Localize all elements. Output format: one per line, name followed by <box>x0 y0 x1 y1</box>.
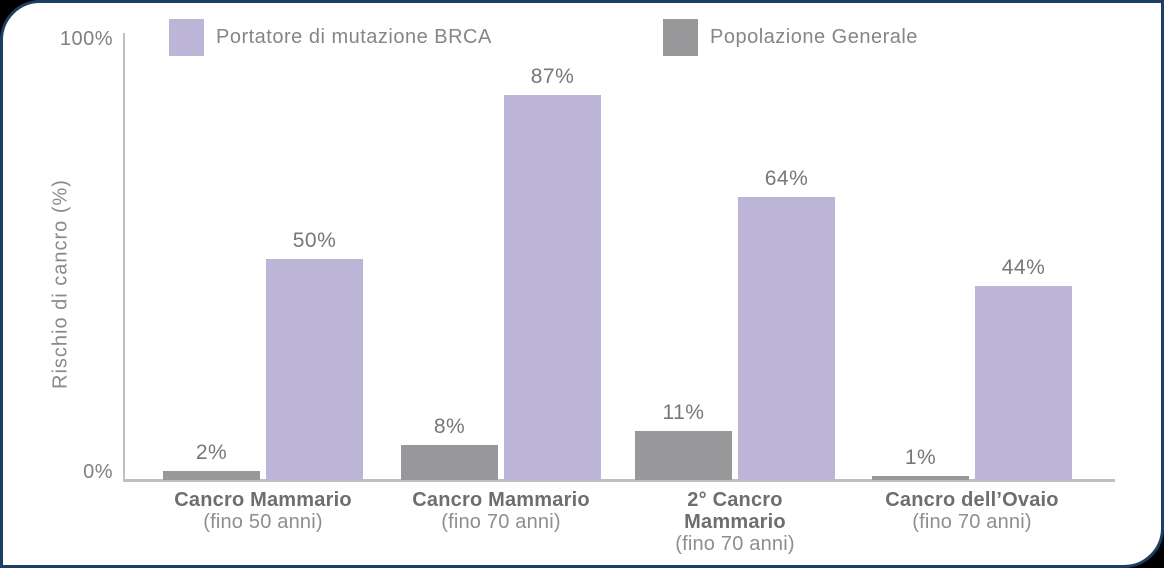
category-qualifier: (fino 70 anni) <box>441 511 561 533</box>
bars-layer: 2% 50% Cancro Mammario (fino 50 anni) 8% 87% C… <box>3 3 1161 565</box>
value-label: 50% <box>292 229 337 252</box>
value-label: 64% <box>764 167 809 190</box>
value-label: 11% <box>662 401 705 424</box>
category-name-line: Cancro Mammario <box>412 489 590 511</box>
value-label: 8% <box>433 415 466 438</box>
value-label: 44% <box>1001 256 1046 279</box>
category-qualifier: (fino 50 anni) <box>203 511 323 533</box>
category-qualifier: (fino 70 anni) <box>675 533 795 555</box>
category-name-line: Cancro Mammario <box>174 489 352 511</box>
value-label: 1% <box>904 446 937 469</box>
value-label: 2% <box>195 441 228 464</box>
legend-label: Popolazione Generale <box>710 25 918 48</box>
x-axis-line <box>123 479 1115 482</box>
category-name-line: 2° Cancro <box>687 489 783 511</box>
legend: Portatore di mutazione BRCA Popolazione G… <box>3 3 1161 58</box>
bar <box>266 259 363 480</box>
category-qualifier: (fino 70 anni) <box>912 511 1032 533</box>
legend-swatch <box>663 18 698 56</box>
bar <box>975 286 1072 480</box>
bar <box>401 445 498 480</box>
category-label: Cancro Mammario (fino 70 anni) <box>376 489 626 533</box>
bar <box>872 476 969 480</box>
legend-swatch <box>169 18 204 56</box>
y-tick-100: 100% <box>59 28 113 50</box>
category-name-line: Cancro dell’Ovaio <box>885 489 1059 511</box>
category-label: Cancro dell’Ovaio (fino 70 anni) <box>847 489 1097 533</box>
y-tick-0: 0% <box>83 461 113 483</box>
category-label: Cancro Mammario (fino 50 anni) <box>138 489 388 533</box>
legend-item: Portatore di mutazione BRCA <box>169 18 492 56</box>
bar <box>738 197 835 480</box>
value-label: 87% <box>530 65 575 88</box>
category-label: 2° Cancro Mammario (fino 70 anni) <box>610 489 860 555</box>
bar <box>635 431 732 480</box>
legend-label: Portatore di mutazione BRCA <box>216 25 492 48</box>
category-name-line: Mammario <box>684 511 786 533</box>
legend-item: Popolazione Generale <box>663 18 918 56</box>
bar <box>504 95 601 480</box>
bar <box>163 471 260 480</box>
y-axis-line <box>123 33 125 480</box>
